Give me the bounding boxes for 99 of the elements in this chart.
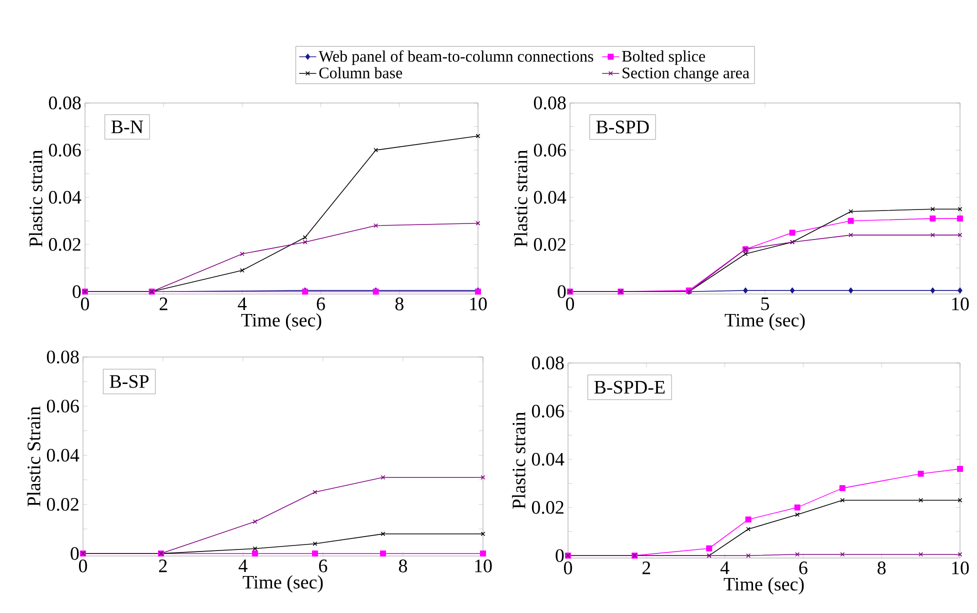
y-tick-label: 0.06 xyxy=(48,144,81,157)
point xyxy=(252,519,258,524)
point xyxy=(312,490,318,494)
x-tick-label: 4 xyxy=(720,562,730,574)
point xyxy=(848,232,854,238)
x-tick-label: 8 xyxy=(878,562,886,574)
y-axis-title: Plastic strain xyxy=(514,150,528,247)
y-tick-label: 0.02 xyxy=(534,238,566,251)
point xyxy=(745,516,752,522)
legend-label: Column base xyxy=(319,67,402,78)
y-axis-title: Plastic Strain xyxy=(26,406,40,506)
x-tick-label: 6 xyxy=(316,298,325,310)
point xyxy=(706,545,712,552)
annotation: B-SPD-E xyxy=(594,380,665,394)
y-tick-label: 0.04 xyxy=(48,190,82,204)
x-tick-label: 6 xyxy=(799,562,808,574)
y-tick-label: 0.06 xyxy=(534,144,566,157)
y-tick-label: 0.02 xyxy=(48,238,80,251)
x-tick-label: 2 xyxy=(160,298,168,310)
y-tick-label: 0.08 xyxy=(46,350,79,364)
point xyxy=(840,498,845,502)
x-tick-label: 5 xyxy=(761,298,770,310)
x-axis-title: Time (sec) xyxy=(242,575,323,592)
x-tick-label: 10 xyxy=(952,562,969,574)
point xyxy=(374,223,378,228)
point xyxy=(795,552,800,557)
annotation: B-SPD xyxy=(596,120,649,134)
point xyxy=(380,475,386,480)
point xyxy=(795,512,800,517)
point xyxy=(848,287,854,294)
x-tick-label: 0 xyxy=(80,298,90,310)
x-tick-label: 8 xyxy=(395,298,404,310)
point xyxy=(957,216,964,222)
point xyxy=(302,235,308,240)
point xyxy=(240,252,244,256)
point xyxy=(930,216,936,222)
annotation: B-SP xyxy=(110,375,149,388)
point xyxy=(380,550,386,557)
y-tick-label: 0.08 xyxy=(534,96,566,110)
x-tick-label: 8 xyxy=(398,560,408,572)
x-tick-label: 10 xyxy=(475,560,492,572)
point xyxy=(790,287,795,294)
x-tick-label: 6 xyxy=(319,560,328,572)
x-tick-label: 4 xyxy=(238,560,248,572)
point xyxy=(918,552,924,557)
point xyxy=(480,550,486,557)
x-tick-label: 2 xyxy=(159,560,167,572)
point xyxy=(746,526,751,532)
y-tick-label: 0.06 xyxy=(532,404,564,418)
point xyxy=(840,552,845,557)
point xyxy=(743,252,748,256)
y-tick-label: 0.06 xyxy=(46,400,79,413)
point xyxy=(380,532,386,536)
point xyxy=(848,209,854,214)
y-axis-title: Plastic strain xyxy=(512,412,526,509)
annotation: B-N xyxy=(111,120,144,134)
y-tick-label: 0.08 xyxy=(48,96,81,110)
legend-label: Bolted splice xyxy=(622,50,706,65)
point xyxy=(312,550,318,557)
point xyxy=(957,466,964,472)
point xyxy=(918,498,924,502)
point xyxy=(240,268,244,273)
point xyxy=(930,232,935,238)
point xyxy=(918,470,924,477)
point xyxy=(312,541,318,546)
y-tick-label: 0.04 xyxy=(532,452,564,466)
y-tick-label: 0.08 xyxy=(532,356,564,370)
point xyxy=(252,550,258,557)
x-tick-label: 0 xyxy=(566,298,574,310)
point xyxy=(743,287,748,294)
y-tick-label: 0.02 xyxy=(532,501,564,514)
legend-label: Web panel of beam-to-column connections xyxy=(318,50,594,65)
x-tick-label: 10 xyxy=(470,298,487,310)
point xyxy=(374,148,378,152)
point xyxy=(930,287,936,294)
x-axis-title: Time (sec) xyxy=(241,313,322,330)
y-tick-label: 0.02 xyxy=(46,498,78,511)
legend-label: Section change area xyxy=(622,67,750,82)
x-tick-label: 2 xyxy=(642,562,650,574)
point xyxy=(252,546,258,551)
point xyxy=(746,553,751,558)
y-tick-label: 0 xyxy=(556,549,564,562)
y-tick-label: 0 xyxy=(558,285,566,298)
y-tick-label: 0.04 xyxy=(46,448,80,462)
y-tick-label: 0 xyxy=(72,285,81,298)
point xyxy=(794,504,800,510)
y-tick-label: 0 xyxy=(70,547,79,560)
x-tick-label: 10 xyxy=(952,298,969,310)
y-axis-title: Plastic strain xyxy=(28,150,42,247)
point xyxy=(958,287,962,294)
x-axis-title: Time (sec) xyxy=(724,577,804,594)
point xyxy=(789,230,796,236)
x-tick-label: 4 xyxy=(238,298,247,310)
point xyxy=(302,240,308,244)
point xyxy=(930,206,935,212)
point xyxy=(848,218,854,224)
point xyxy=(839,485,846,492)
x-axis-title: Time (sec) xyxy=(724,313,805,330)
y-tick-label: 0.04 xyxy=(534,190,566,204)
